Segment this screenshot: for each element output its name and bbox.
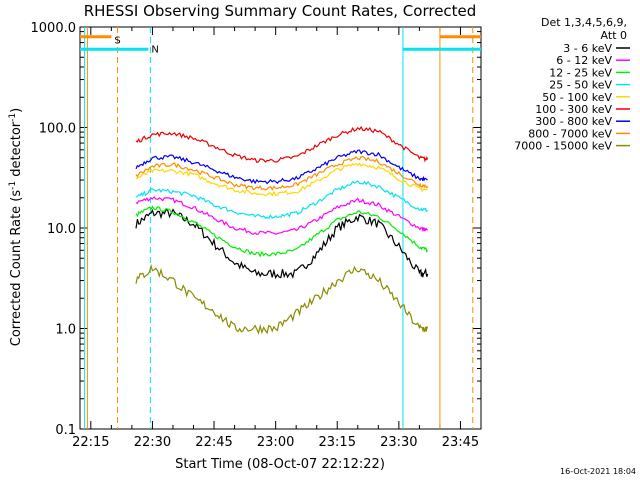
- timestamp: 16-Oct-2021 18:04: [560, 467, 636, 476]
- legend-label: 100 - 300 keV: [535, 103, 612, 116]
- series-line: [136, 162, 428, 197]
- legend-label: 300 - 800 keV: [535, 115, 612, 128]
- plot-layer: 0.1 1.0 10.0 100.0 1000.0 22:15 22:30 22:45 23:0…: [31, 21, 482, 450]
- x-tick-label: 23:15: [319, 435, 356, 450]
- x-axis-label: Start Time (08-Oct-07 22:12:22): [175, 457, 385, 472]
- series-line: [135, 208, 429, 280]
- x-tick-label: 22:45: [195, 435, 232, 450]
- y-tick-label: 1.0: [55, 323, 76, 338]
- legend-label: 7000 - 15000 keV: [514, 140, 612, 153]
- series-line: [135, 155, 429, 191]
- series-line: [135, 263, 429, 335]
- series-line: [135, 196, 429, 235]
- y-tick-label: 10.0: [47, 222, 76, 237]
- series-line: [135, 125, 429, 163]
- y-tick-label: 1000.0: [31, 21, 77, 36]
- flag-label: N: [151, 44, 158, 55]
- x-tick-label: 23:45: [442, 435, 479, 450]
- x-tick-label: 22:15: [72, 435, 109, 450]
- series-line: [135, 149, 428, 185]
- y-axis-label: Corrected Count Rate (s-1 detector-1): [8, 108, 24, 346]
- legend-label: 3 - 6 keV: [563, 42, 612, 55]
- x-tick-label: 22:30: [134, 435, 171, 450]
- y-tick-label: 0.1: [55, 423, 76, 438]
- legend-label: 50 - 100 keV: [542, 91, 612, 104]
- legend-header-line-2: Att 0: [601, 29, 627, 42]
- flag-label: S: [114, 36, 120, 47]
- legend-label: 25 - 50 keV: [549, 79, 612, 92]
- x-tick-label: 23:30: [380, 435, 417, 450]
- x-tick-label: 23:00: [257, 435, 294, 450]
- legend-label: 12 - 25 keV: [549, 66, 612, 79]
- y-tick-label: 100.0: [39, 122, 76, 137]
- series-line: [135, 180, 429, 220]
- legend-label: 800 - 7000 keV: [528, 127, 612, 140]
- legend-header-line-1: Det 1,3,4,5,6,9,: [541, 16, 627, 29]
- legend-label: 6 - 12 keV: [556, 54, 612, 67]
- series-line: [135, 205, 429, 258]
- chart-title: RHESSI Observing Summary Count Rates, Co…: [84, 2, 477, 20]
